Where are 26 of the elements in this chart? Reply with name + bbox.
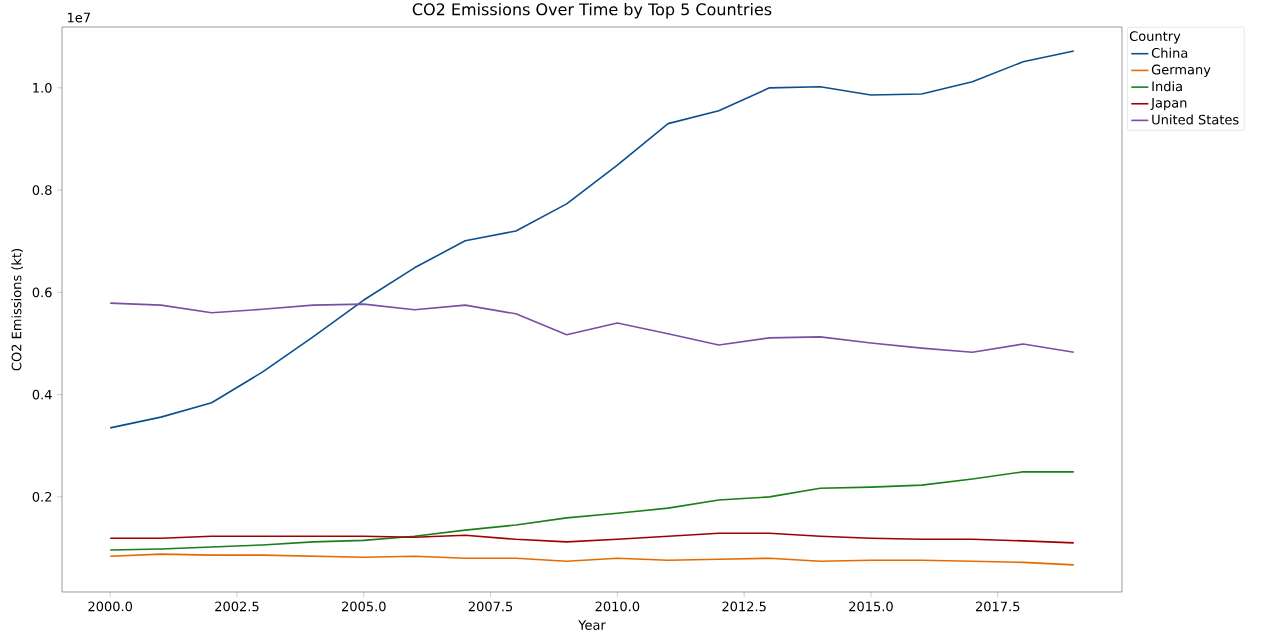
legend-label: Germany: [1151, 64, 1211, 77]
y-tick-label: 0.4: [32, 389, 52, 400]
x-tick-label: 2005.0: [341, 601, 386, 612]
line-series: [109, 302, 1075, 353]
y-tick-label: 1.0: [33, 82, 52, 93]
legend-label: Japan: [1150, 98, 1187, 111]
legend-label: India: [1152, 81, 1182, 92]
text: 1e7: [67, 12, 90, 23]
legend-label: China: [1151, 47, 1188, 58]
chart-title: CO2 Emissions Over Time by Top 5 Countries: [412, 2, 772, 19]
y-tick-label: 0.8: [32, 185, 52, 196]
x-tick-label: 2015.0: [849, 601, 893, 612]
legend-label: United States: [1152, 114, 1239, 125]
x-tick-label: 2010.0: [595, 601, 640, 612]
x-tick-label: 2012.5: [722, 601, 766, 612]
line-series: [109, 471, 1075, 551]
x-tick-label: 2017.5: [975, 601, 1020, 612]
x-tick-label: 2002.5: [215, 601, 259, 612]
x-tick-label: 2007.5: [468, 601, 513, 612]
x-axis-title: Year: [578, 620, 606, 630]
y-tick-label: 0.2: [32, 491, 52, 502]
x-tick-label: 2000.0: [88, 601, 133, 612]
y-tick-label: 0.6: [32, 287, 52, 298]
y-axis-title: CO2 Emissions (kt): [11, 249, 23, 371]
legend-title: Country: [1129, 31, 1181, 44]
line-series: [109, 50, 1075, 429]
